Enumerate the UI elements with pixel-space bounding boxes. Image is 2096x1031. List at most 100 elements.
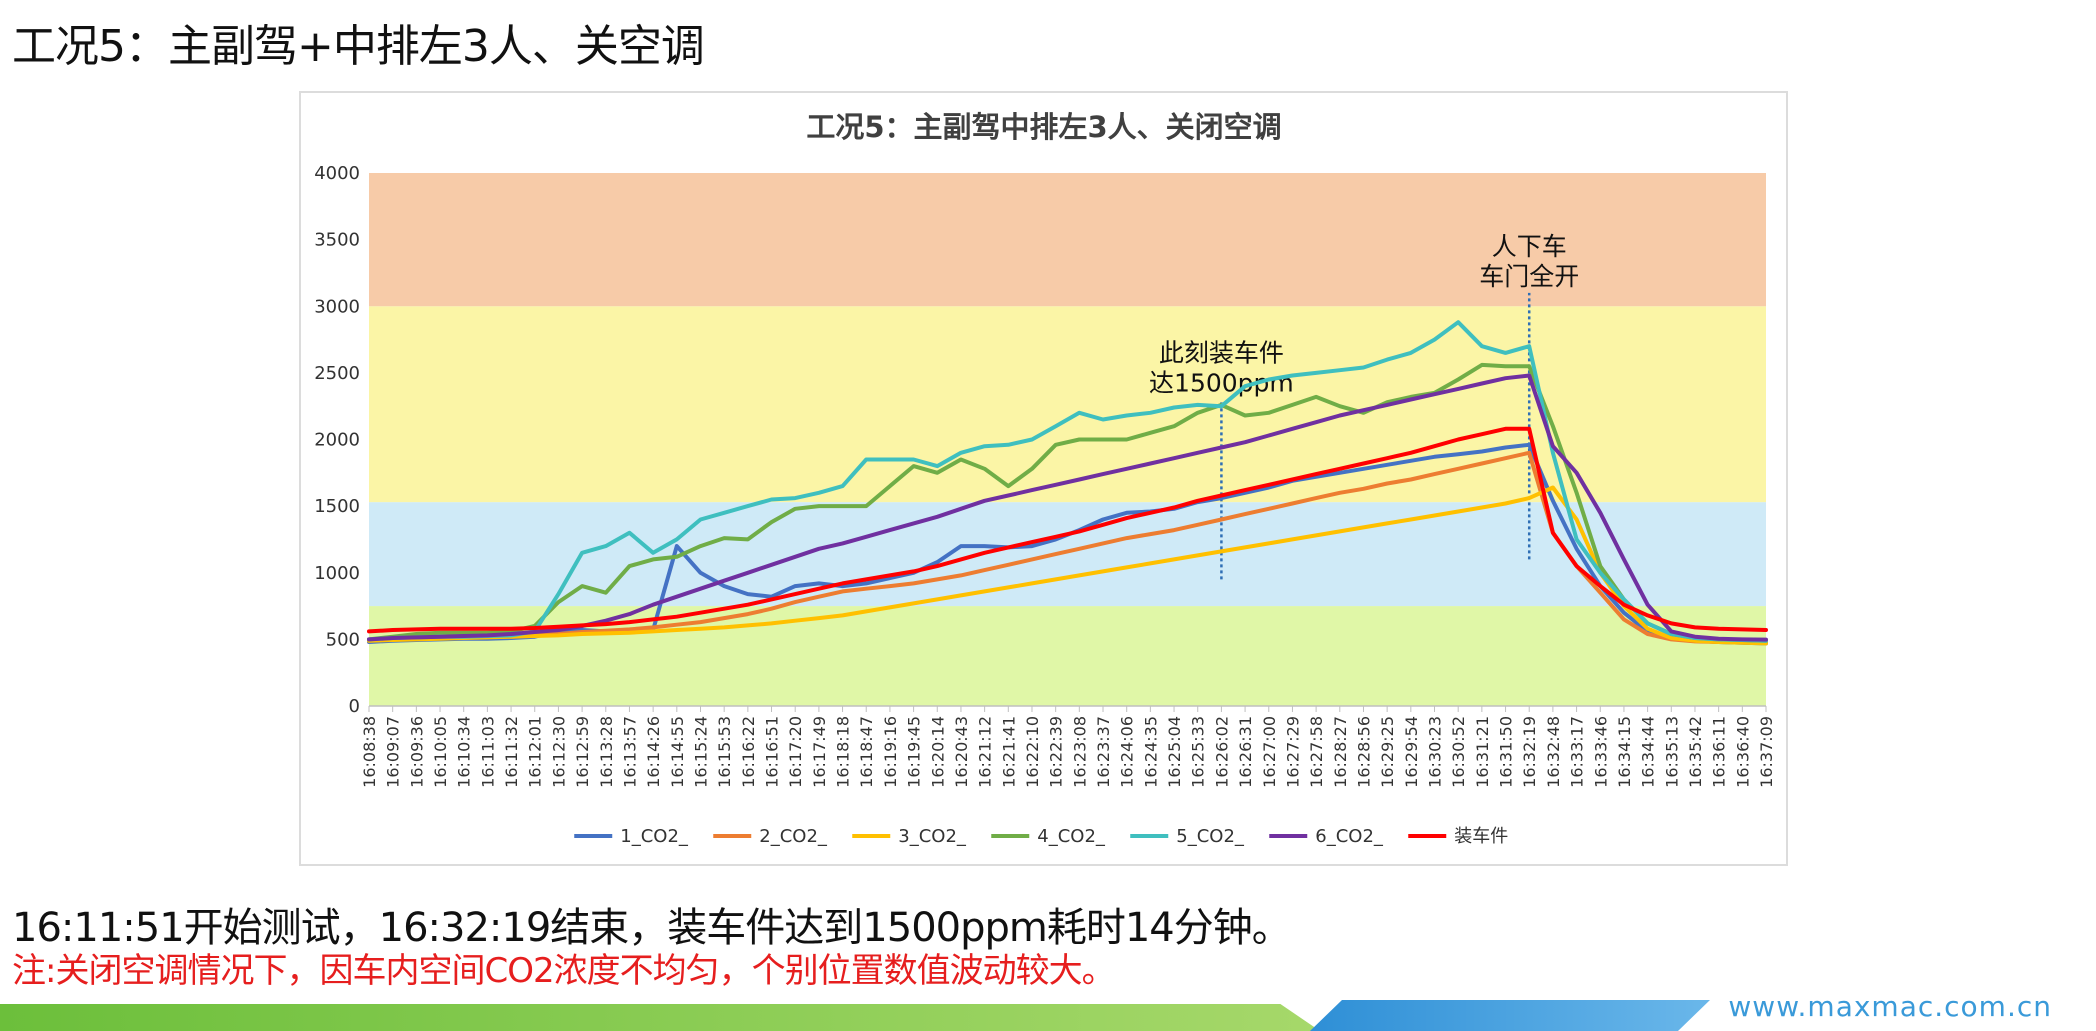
x-tick-label: 16:12:30	[549, 716, 568, 788]
x-tick-label: 16:13:28	[597, 716, 616, 788]
x-tick-label: 16:09:07	[384, 716, 403, 788]
chart-title: 工况5：主副驾中排左3人、关闭空调	[806, 110, 1281, 144]
x-tick-label: 16:16:22	[739, 716, 758, 788]
legend-label-4: 4_CO2_	[1037, 826, 1106, 847]
x-tick-label: 16:29:25	[1378, 716, 1397, 788]
x-tick-label: 16:26:02	[1212, 716, 1231, 788]
x-tick-label: 16:19:45	[905, 716, 924, 788]
band-0	[369, 606, 1766, 706]
legend-label-7: 装车件	[1454, 826, 1508, 847]
x-tick-label: 16:15:53	[715, 716, 734, 788]
band-1	[369, 502, 1766, 607]
x-tick-label: 16:34:15	[1615, 716, 1634, 788]
x-tick-label: 16:19:16	[881, 716, 900, 788]
chart-frame: 工况5：主副驾中排左3人、关闭空调 0 500 1000 1500 2000 2500 30…	[299, 91, 1788, 866]
annotation-text-0: 此刻装车件	[1159, 339, 1284, 368]
x-tick-label: 16:18:18	[834, 716, 853, 788]
band-3	[369, 173, 1766, 307]
footer-url[interactable]: www.maxmac.com.cn	[1728, 990, 2052, 1023]
x-tick-label: 16:33:17	[1568, 716, 1587, 788]
annotation-text-0: 达1500ppm	[1149, 369, 1294, 398]
x-tick-label: 16:23:37	[1094, 716, 1113, 788]
legend-label-6: 6_CO2_	[1315, 826, 1384, 847]
x-tick-label: 16:14:26	[644, 716, 663, 788]
x-tick-label: 16:23:08	[1070, 716, 1089, 788]
x-tick-label: 16:29:54	[1402, 716, 1421, 788]
series-line-3	[367, 485, 1768, 646]
legend: 1_CO2_ 2_CO2_ 3_CO2_ 4_CO2_ 5_CO2_ 6_CO2_ 装车件	[574, 826, 1508, 847]
annotation-text-1: 车门全开	[1479, 262, 1579, 291]
x-tick-label: 16:11:03	[478, 716, 497, 788]
x-tick-label: 16:17:49	[810, 716, 829, 788]
y-tick-label: 2000	[314, 430, 360, 451]
x-tick-label: 16:28:56	[1354, 716, 1373, 788]
footer-blue-bar	[1310, 1000, 1710, 1031]
x-tick-label: 16:11:32	[502, 716, 521, 788]
x-tick-label: 16:37:09	[1757, 716, 1776, 788]
x-tick-label: 16:27:58	[1307, 716, 1326, 788]
y-tick-label: 1500	[314, 496, 360, 517]
x-tick-label: 16:32:19	[1520, 716, 1539, 788]
x-tick-label: 16:31:21	[1473, 716, 1492, 788]
x-tick-label: 16:20:43	[952, 716, 971, 788]
x-tick-label: 16:15:24	[691, 716, 710, 788]
x-tick-label: 16:18:47	[857, 716, 876, 788]
series-line-2	[367, 450, 1768, 645]
axes: 0 500 1000 1500 2000 2500 3000 3500 4000 16:08:38…	[314, 163, 1776, 788]
x-tick-label: 16:26:31	[1236, 716, 1255, 788]
x-tick-label: 16:24:35	[1141, 716, 1160, 788]
series-line-7	[367, 426, 1768, 634]
x-tick-label: 16:36:11	[1710, 716, 1729, 788]
test-summary: 16:11:51开始测试，16:32:19结束，装车件达到1500ppm耗时14…	[12, 905, 1292, 951]
threshold-bands	[369, 173, 1766, 706]
slide-title: 工况5：主副驾+中排左3人、关空调	[12, 21, 705, 72]
x-tick-label: 16:36:40	[1733, 716, 1752, 788]
legend-label-1: 1_CO2_	[620, 826, 689, 847]
y-tick-label: 4000	[314, 163, 360, 184]
x-tick-label: 16:14:55	[668, 716, 687, 788]
x-tick-label: 16:22:39	[1047, 716, 1066, 788]
x-tick-label: 16:35:13	[1662, 716, 1681, 788]
x-tick-label: 16:22:10	[1023, 716, 1042, 788]
x-tick-label: 16:08:38	[360, 716, 379, 788]
x-tick-label: 16:12:59	[573, 716, 592, 788]
annotation-text-1: 人下车	[1492, 232, 1567, 261]
co2-line-chart: 工况5：主副驾中排左3人、关闭空调 0 500 1000 1500 2000 2500 30…	[314, 110, 1776, 847]
x-tick-label: 16:34:44	[1639, 716, 1658, 788]
legend-label-5: 5_CO2_	[1176, 826, 1245, 847]
x-tick-label: 16:35:42	[1686, 716, 1705, 788]
x-tick-label: 16:13:57	[620, 716, 639, 788]
x-tick-label: 16:32:48	[1544, 716, 1563, 788]
legend-label-3: 3_CO2_	[898, 826, 967, 847]
y-tick-label: 2500	[314, 363, 360, 384]
y-tick-label: 500	[326, 629, 360, 650]
x-tick-label: 16:27:29	[1283, 716, 1302, 788]
x-tick-label: 16:10:05	[431, 716, 450, 788]
series-line-4	[367, 362, 1768, 643]
footer-green-bar	[0, 1004, 1320, 1031]
x-tick-label: 16:12:01	[526, 716, 545, 788]
x-tick-label: 16:09:36	[407, 716, 426, 788]
x-tick-label: 16:10:34	[455, 716, 474, 788]
x-tick-label: 16:27:00	[1260, 716, 1279, 788]
x-tick-label: 16:31:50	[1497, 716, 1516, 788]
x-tick-label: 16:21:41	[999, 716, 1018, 788]
x-tick-label: 16:21:12	[976, 716, 995, 788]
x-tick-label: 16:25:33	[1189, 716, 1208, 788]
x-tick-label: 16:16:51	[763, 716, 782, 788]
x-tick-label: 16:30:23	[1426, 716, 1445, 788]
y-tick-label: 1000	[314, 563, 360, 584]
series-line-5	[367, 320, 1768, 643]
x-tick-label: 16:25:04	[1165, 716, 1184, 788]
x-tick-label: 16:33:46	[1591, 716, 1610, 788]
x-tick-label: 16:20:14	[928, 716, 947, 788]
x-tick-label: 16:30:52	[1449, 716, 1468, 788]
x-tick-label: 16:17:20	[786, 716, 805, 788]
legend-label-2: 2_CO2_	[759, 826, 828, 847]
y-tick-label: 3000	[314, 296, 360, 317]
y-tick-label: 3500	[314, 230, 360, 251]
test-note: 注:关闭空调情况下，因车内空间CO2浓度不均匀，个别位置数值波动较大。	[12, 951, 1116, 991]
x-tick-label: 16:24:06	[1118, 716, 1137, 788]
series-line-6	[367, 373, 1768, 642]
